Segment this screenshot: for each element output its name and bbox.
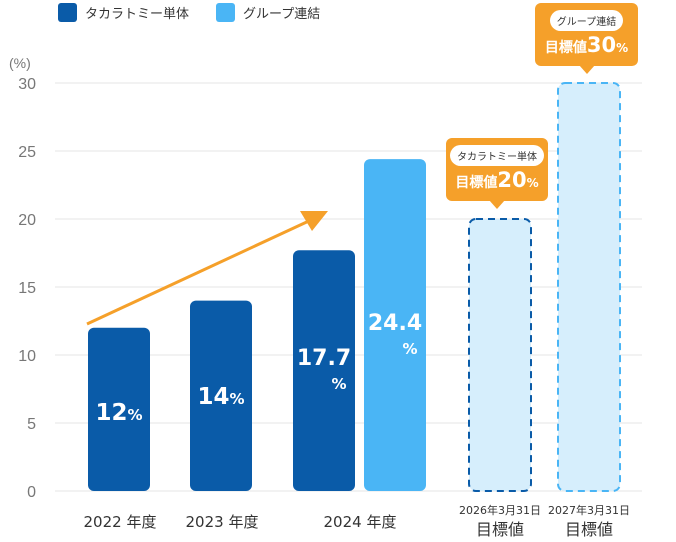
x-axis-label-date: 2027年3月31日: [548, 503, 630, 517]
callout-entity-group: グループ連結: [549, 10, 624, 31]
target-callout-single: タカラトミー単体 目標値20%: [446, 138, 548, 209]
y-tick-label: 30: [18, 76, 36, 93]
legend-item-single: タカラトミー単体: [58, 3, 189, 22]
y-tick-label: 25: [18, 144, 36, 161]
bar-single: [190, 300, 252, 491]
y-tick-label: 20: [18, 212, 36, 229]
y-tick-label: 15: [18, 280, 36, 297]
y-tick-label: 10: [18, 348, 36, 365]
y-axis-unit: (%): [9, 55, 31, 71]
bar-single: [88, 327, 150, 491]
trend-arrow-head: [300, 211, 328, 231]
callout-value-single: 目標値20%: [455, 168, 539, 192]
x-axis-label-date: 2026年3月31日: [459, 503, 541, 517]
legend-swatch-group: [216, 3, 235, 22]
x-axis-label: 2023 年度: [186, 513, 259, 531]
x-axis-label: 2022 年度: [84, 513, 157, 531]
callout-entity-single: タカラトミー単体: [450, 145, 544, 166]
trend-arrow-line: [86, 218, 312, 326]
x-axis-label-target: 目標値: [476, 520, 524, 539]
legend-label-single: タカラトミー単体: [85, 7, 190, 22]
legend-item-group: グループ連結: [216, 3, 320, 22]
bar-value-unit: %: [402, 340, 417, 358]
y-tick-label: 5: [27, 416, 36, 433]
bar-single: [293, 250, 355, 491]
bar-value-unit: %: [331, 375, 346, 393]
target-bar-group: [557, 82, 621, 492]
bar-value-label: 12%: [95, 400, 142, 426]
legend-swatch-single: [58, 3, 77, 22]
bar-value-label: 24.4: [368, 311, 422, 336]
target-bar-single: [468, 218, 532, 492]
bar-value-label: 14%: [197, 384, 244, 410]
bar-group: [364, 159, 426, 491]
callout-value-group: 目標値30%: [544, 33, 629, 57]
bar-value-label: 17.7: [297, 346, 351, 371]
legend-label-group: グループ連結: [243, 7, 321, 22]
x-axis-label-target: 目標値: [565, 520, 613, 539]
x-axis-label: 2024 年度: [324, 513, 397, 531]
target-callout-group: グループ連結 目標値30%: [535, 3, 638, 74]
y-tick-label: 0: [27, 484, 36, 501]
